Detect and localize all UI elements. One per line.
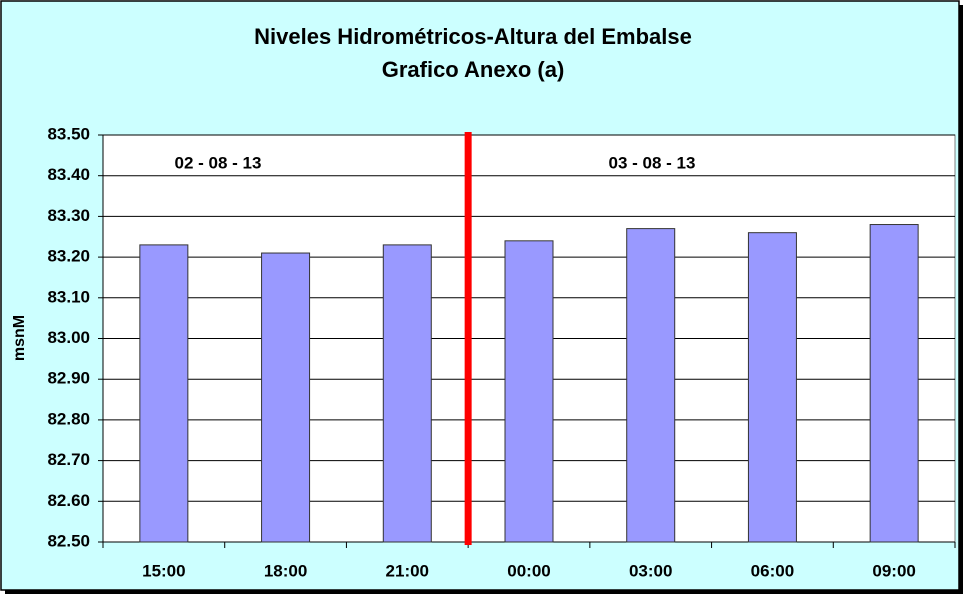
y-axis-label: msnM: [11, 315, 28, 361]
bar: [869, 224, 919, 543]
bar: [626, 228, 676, 543]
y-tick-label: 82.70: [47, 450, 90, 469]
y-tick-label: 83.30: [47, 206, 90, 225]
x-tick-label: 15:00: [142, 561, 185, 580]
x-tick-label: 00:00: [507, 561, 550, 580]
y-tick-label: 83.10: [47, 287, 90, 306]
bar: [382, 244, 432, 543]
bar: [261, 252, 311, 543]
y-tick-label: 82.60: [47, 491, 90, 510]
x-tick-label: 09:00: [872, 561, 915, 580]
y-tick-label: 82.80: [47, 409, 90, 428]
y-tick-label: 83.50: [47, 124, 90, 143]
x-tick-label: 21:00: [386, 561, 429, 580]
chart-subtitle: Grafico Anexo (a): [382, 57, 565, 82]
bar: [504, 240, 554, 543]
x-tick-label: 06:00: [751, 561, 794, 580]
y-tick-label: 83.40: [47, 165, 90, 184]
bar: [747, 232, 797, 543]
y-tick-label: 82.90: [47, 369, 90, 388]
x-tick-label: 18:00: [264, 561, 307, 580]
y-tick-label: 83.00: [47, 328, 90, 347]
chart-title: Niveles Hidrométricos-Altura del Embalse: [254, 24, 692, 49]
y-tick-label: 82.50: [47, 531, 90, 550]
bar: [139, 244, 189, 543]
x-tick-label: 03:00: [629, 561, 672, 580]
y-tick-label: 83.20: [47, 247, 90, 266]
annotation: 03 - 08 - 13: [609, 153, 696, 172]
annotation: 02 - 08 - 13: [175, 153, 262, 172]
